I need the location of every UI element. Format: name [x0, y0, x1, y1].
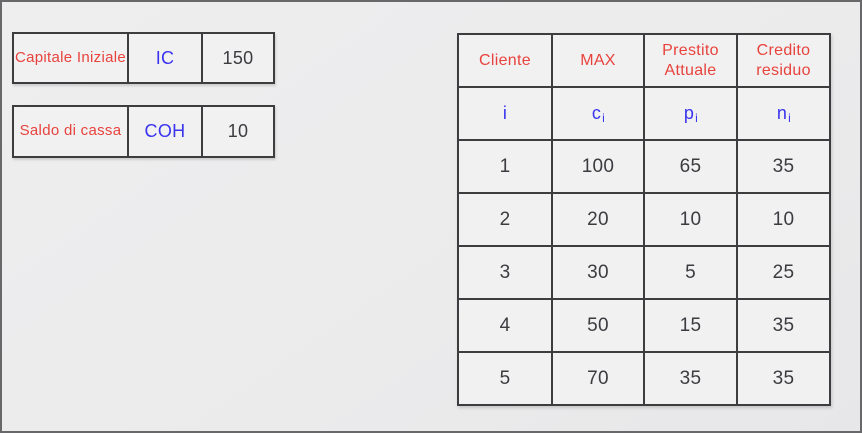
symbol-base: p	[683, 103, 695, 123]
table-cell: 25	[738, 247, 829, 298]
symbol-cell-i: i	[459, 88, 551, 139]
table-cell: 10	[645, 194, 736, 245]
table-cell: 2	[459, 194, 551, 245]
symbol-base: c	[591, 103, 602, 123]
parameter-label: Capitale Iniziale	[15, 48, 126, 66]
table-cell: 100	[553, 141, 643, 192]
saldo-di-cassa-table: Saldo di cassa COH 10	[12, 105, 275, 158]
column-header-credito-residuo: Credito residuo	[738, 35, 829, 86]
table-cell: 35	[645, 353, 736, 404]
table-cell: 15	[645, 300, 736, 351]
table-cell: 20	[553, 194, 643, 245]
capitale-iniziale-table: Capitale Iniziale IC 150	[12, 32, 275, 84]
table-cell: 1	[459, 141, 551, 192]
parameter-code: COH	[127, 107, 201, 156]
column-header-cliente: Cliente	[459, 35, 551, 86]
column-header-prestito-attuale: Prestito Attuale	[645, 35, 736, 86]
parameter-value: 10	[201, 107, 273, 156]
table-cell: 5	[645, 247, 736, 298]
table-cell: 70	[553, 353, 643, 404]
table-cell: 10	[738, 194, 829, 245]
parameter-code: IC	[127, 34, 201, 82]
symbol-base: i	[502, 103, 508, 123]
table-cell: 35	[738, 141, 829, 192]
table-cell: 4	[459, 300, 551, 351]
parameter-value: 150	[201, 34, 273, 82]
symbol-base: n	[776, 103, 788, 123]
table-cell: 65	[645, 141, 736, 192]
table-cell: 35	[738, 353, 829, 404]
table-cell: 35	[738, 300, 829, 351]
table-cell: 30	[553, 247, 643, 298]
column-header-max: MAX	[553, 35, 643, 86]
table-cell: 3	[459, 247, 551, 298]
parameter-label: Saldo di cassa	[19, 122, 122, 140]
table-cell: 5	[459, 353, 551, 404]
table-cell: 50	[553, 300, 643, 351]
clients-table: Cliente MAX Prestito Attuale Credito res…	[457, 33, 831, 406]
